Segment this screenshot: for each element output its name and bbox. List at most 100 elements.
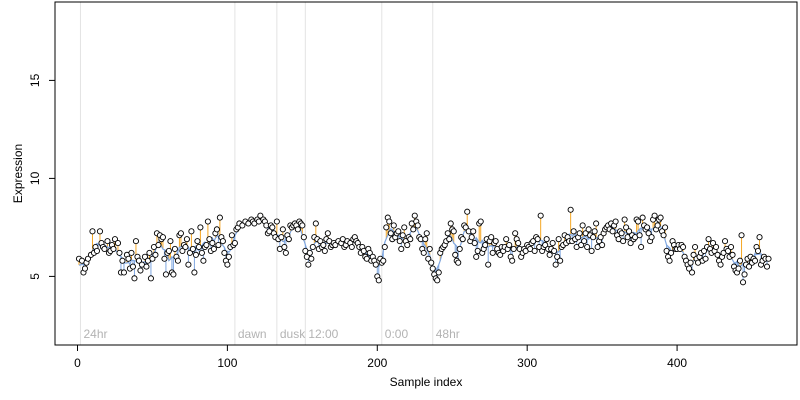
data-point bbox=[739, 279, 747, 286]
data-point bbox=[537, 212, 544, 219]
data-point bbox=[579, 222, 586, 229]
y-tick-label: 15 bbox=[28, 73, 42, 87]
data-point bbox=[644, 224, 651, 231]
data-point bbox=[464, 208, 471, 215]
data-point bbox=[257, 212, 264, 219]
data-point bbox=[404, 241, 411, 249]
y-axis-label: Expression bbox=[11, 144, 25, 203]
data-point bbox=[183, 236, 190, 243]
data-point bbox=[584, 243, 591, 251]
data-point bbox=[554, 253, 561, 260]
data-point bbox=[155, 241, 162, 249]
data-point bbox=[141, 253, 148, 260]
data-point bbox=[204, 218, 211, 225]
annotation-label: 48hr bbox=[436, 327, 460, 341]
data-point bbox=[93, 247, 101, 254]
data-point bbox=[375, 277, 382, 284]
data-point bbox=[741, 271, 748, 278]
y-tick-label: 10 bbox=[28, 171, 42, 185]
data-point bbox=[447, 220, 454, 227]
data-point bbox=[555, 236, 562, 243]
data-point bbox=[171, 245, 178, 253]
y-tick-label: 5 bbox=[28, 273, 42, 280]
data-point bbox=[195, 243, 202, 251]
data-point bbox=[186, 249, 193, 256]
data-point bbox=[179, 247, 186, 254]
data-point bbox=[657, 214, 664, 221]
data-point bbox=[147, 275, 154, 282]
data-point bbox=[754, 247, 762, 254]
data-point bbox=[306, 249, 313, 256]
data-point bbox=[765, 255, 772, 262]
data-points bbox=[75, 206, 772, 286]
data-point bbox=[219, 238, 226, 245]
data-point bbox=[736, 257, 744, 264]
data-point bbox=[299, 222, 306, 229]
data-point bbox=[396, 238, 403, 245]
data-point bbox=[450, 228, 457, 235]
data-point bbox=[686, 265, 693, 272]
data-point bbox=[576, 230, 583, 237]
data-point bbox=[152, 251, 159, 258]
data-point bbox=[269, 224, 276, 231]
data-point bbox=[132, 238, 139, 245]
data-point bbox=[515, 240, 522, 247]
data-point bbox=[224, 261, 231, 268]
annotation-lines bbox=[79, 2, 434, 345]
data-point bbox=[468, 234, 475, 241]
data-point bbox=[216, 214, 223, 221]
data-point bbox=[666, 257, 673, 264]
data-point bbox=[305, 261, 312, 268]
data-point bbox=[492, 238, 499, 245]
data-point bbox=[593, 220, 600, 227]
data-point bbox=[116, 249, 123, 256]
data-point bbox=[635, 218, 642, 225]
data-point bbox=[639, 214, 646, 221]
data-point bbox=[618, 230, 625, 237]
data-point bbox=[489, 249, 496, 256]
data-point bbox=[198, 249, 205, 256]
data-point bbox=[727, 243, 735, 251]
data-point bbox=[146, 249, 153, 256]
data-point bbox=[131, 275, 138, 282]
data-point bbox=[197, 224, 204, 231]
data-point bbox=[510, 245, 517, 253]
x-axis-label: Sample index bbox=[390, 375, 463, 389]
data-point bbox=[213, 226, 220, 233]
data-point bbox=[444, 230, 451, 237]
data-point bbox=[282, 249, 289, 256]
data-point bbox=[462, 224, 469, 231]
data-point bbox=[143, 263, 150, 270]
data-point bbox=[414, 222, 421, 229]
annotation-labels: 24hr dawn dusk 12:00 0:00 48hr bbox=[83, 327, 459, 341]
data-point bbox=[162, 271, 169, 278]
data-point bbox=[509, 257, 516, 264]
data-point bbox=[456, 245, 463, 253]
data-point bbox=[332, 241, 339, 249]
data-point bbox=[426, 245, 433, 253]
data-point bbox=[609, 228, 616, 235]
data-point bbox=[557, 257, 564, 264]
data-point bbox=[542, 241, 549, 249]
data-point bbox=[324, 230, 331, 237]
data-point bbox=[763, 263, 771, 270]
annotation-label: 24hr bbox=[83, 327, 107, 341]
data-point bbox=[687, 259, 694, 266]
data-point bbox=[428, 259, 435, 266]
data-point bbox=[482, 241, 489, 249]
data-point bbox=[435, 269, 442, 276]
data-point bbox=[96, 228, 104, 235]
plot-frame bbox=[54, 1, 798, 346]
data-point bbox=[599, 241, 606, 249]
data-point bbox=[705, 236, 712, 243]
data-point bbox=[366, 249, 373, 256]
data-point bbox=[104, 238, 111, 245]
data-point bbox=[390, 222, 397, 229]
data-point bbox=[567, 206, 574, 213]
data-point bbox=[612, 218, 619, 225]
data-point bbox=[692, 243, 699, 251]
data-point bbox=[120, 269, 128, 276]
data-point bbox=[546, 251, 553, 258]
data-point bbox=[534, 236, 541, 243]
data-point bbox=[89, 228, 96, 235]
